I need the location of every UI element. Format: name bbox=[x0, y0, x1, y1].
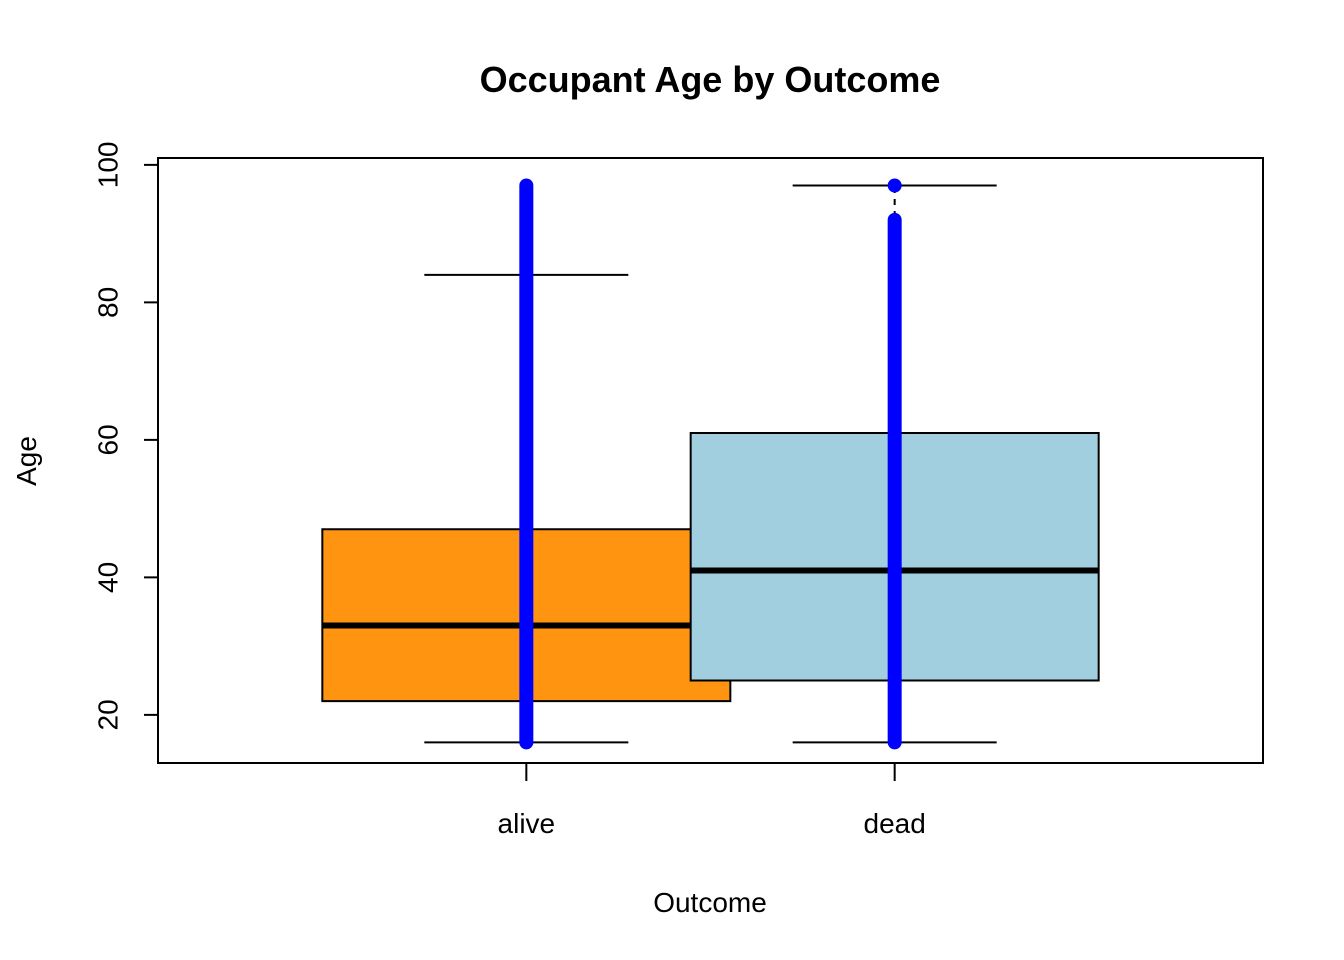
x-axis-label: Outcome bbox=[653, 887, 767, 918]
y-tick-label-80: 80 bbox=[93, 287, 124, 318]
y-tick-label-60: 60 bbox=[93, 424, 124, 455]
chart-title: Occupant Age by Outcome bbox=[480, 59, 941, 100]
x-tick-label-dead: dead bbox=[864, 808, 926, 839]
y-axis-label: Age bbox=[11, 436, 42, 486]
data-points-dead bbox=[887, 212, 902, 750]
y-tick-label-20: 20 bbox=[93, 699, 124, 730]
outlier-point-dead-0 bbox=[887, 178, 902, 193]
y-tick-label-100: 100 bbox=[93, 142, 124, 189]
y-tick-label-40: 40 bbox=[93, 562, 124, 593]
chart-marks: 20 40 60 80 100 alive dead bbox=[93, 142, 1264, 839]
x-tick-label-alive: alive bbox=[498, 808, 556, 839]
data-points-alive bbox=[519, 178, 534, 750]
